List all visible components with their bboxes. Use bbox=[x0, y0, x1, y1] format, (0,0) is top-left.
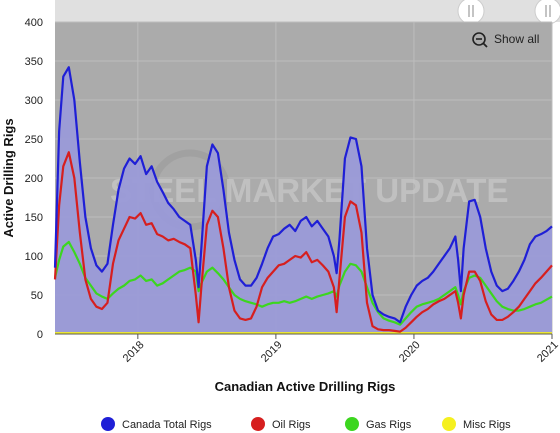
legend-label: Canada Total Rigs bbox=[122, 419, 212, 431]
show-all-button[interactable]: Show all bbox=[470, 30, 545, 48]
series-line-canada-total-rigs bbox=[53, 66, 553, 324]
legend-label: Oil Rigs bbox=[272, 419, 311, 431]
legend-item-canada-total-rigs[interactable]: Canada Total Rigs bbox=[101, 417, 212, 431]
y-tick-label: 350 bbox=[25, 56, 43, 68]
legend-item-misc-rigs[interactable]: Misc Rigs bbox=[442, 417, 511, 431]
y-tick-label: 0 bbox=[37, 329, 43, 341]
navigator-handle-right[interactable] bbox=[534, 0, 560, 25]
area-fill bbox=[55, 67, 552, 335]
series-lines bbox=[53, 66, 553, 335]
legend-item-gas-rigs[interactable]: Gas Rigs bbox=[345, 417, 412, 431]
x-tick-label: 2020 bbox=[397, 339, 423, 365]
y-tick-label: 200 bbox=[25, 173, 43, 185]
watermark-text: STEEL MARKET UPDATE bbox=[110, 172, 508, 209]
navigator-handle-left[interactable] bbox=[457, 0, 485, 25]
legend-marker bbox=[345, 417, 359, 431]
y-tick-label: 400 bbox=[25, 17, 43, 29]
y-tick-label: 50 bbox=[31, 290, 43, 302]
x-tick-label: 2019 bbox=[259, 339, 285, 365]
total-area bbox=[55, 67, 552, 335]
y-tick-label: 150 bbox=[25, 212, 43, 224]
y-tick-label: 250 bbox=[25, 134, 43, 146]
y-tick-label: 300 bbox=[25, 95, 43, 107]
x-axis-title: Canadian Active Drilling Rigs bbox=[215, 379, 396, 394]
legend-label: Misc Rigs bbox=[463, 419, 511, 431]
axes: 0 50 100 150 200 250 300 350 400 2018 2019 2020 2021 bbox=[25, 17, 560, 365]
y-tick-label: 100 bbox=[25, 251, 43, 263]
x-tick-label: 2018 bbox=[121, 339, 147, 365]
range-navigator[interactable] bbox=[55, 0, 560, 22]
legend-item-oil-rigs[interactable]: Oil Rigs bbox=[251, 417, 311, 431]
y-axis-title: Active Drilling Rigs bbox=[1, 118, 16, 237]
legend-label: Gas Rigs bbox=[366, 419, 412, 431]
legend-marker bbox=[101, 417, 115, 431]
legend-marker bbox=[251, 417, 265, 431]
legend-marker bbox=[442, 417, 456, 431]
series-line-oil-rigs bbox=[53, 151, 553, 333]
legend: Canada Total Rigs Oil Rigs Gas Rigs Misc Ri… bbox=[101, 417, 511, 431]
x-tick-label: 2021 bbox=[535, 339, 560, 365]
zoom-out-icon bbox=[472, 32, 488, 48]
show-all-label: Show all bbox=[494, 32, 539, 46]
